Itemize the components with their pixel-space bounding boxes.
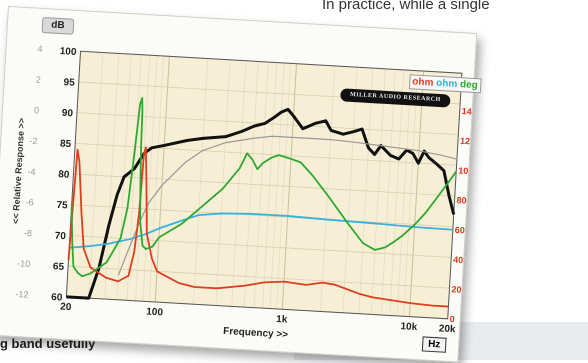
y-tick-label-relative: 0 <box>34 105 40 115</box>
x-unit-badge: Hz <box>421 336 447 353</box>
y-axis-label: << Relative Response >> <box>10 118 26 224</box>
y-tick-label: 80 <box>58 169 70 181</box>
right-tick-spkr: 140 <box>461 106 476 117</box>
grid-line-horizontal <box>68 265 450 289</box>
grid-line-horizontal <box>76 112 459 136</box>
y-tick-label: 90 <box>61 108 73 120</box>
y-tick-label-relative: -2 <box>29 136 38 146</box>
chart-card: 4 100 2 95 0 90 -2 85 -4 80 -6 75 -8 70 -10 65 -12 60 << R… <box>0 6 482 363</box>
right-tick-spkr: 0 <box>449 314 455 324</box>
y-tick-label: 100 <box>59 46 77 58</box>
y-tick-label-relative: -8 <box>24 228 33 238</box>
grid-line-horizontal <box>75 142 457 166</box>
series-line <box>70 97 457 278</box>
x-axis-label: Frequency >> <box>223 326 289 341</box>
y-tick-label: 60 <box>51 292 63 304</box>
grid-line-horizontal <box>69 235 452 258</box>
background-article-text: In practice, while a single <box>322 0 490 13</box>
x-tick-label: 100 <box>146 306 164 318</box>
right-tick-spkr: 120 <box>460 136 476 147</box>
right-tick-spkr: 100 <box>458 165 474 176</box>
y-tick-label-relative: -4 <box>27 166 36 176</box>
unit-ohm: ohm <box>411 76 434 89</box>
grid-line-horizontal <box>71 204 454 228</box>
y-tick-label-relative: -12 <box>15 289 29 300</box>
y-tick-label: 65 <box>53 261 65 273</box>
right-tick-amp: 1.0 <box>473 257 476 267</box>
frequency-response-chart: 4 100 2 95 0 90 -2 85 -4 80 -6 75 -8 70 -10 65 -12 60 << R… <box>10 44 477 341</box>
grid-line-horizontal <box>73 173 455 197</box>
x-tick-label: 20k <box>438 323 456 335</box>
unit-deg: deg <box>459 79 479 92</box>
y-tick-label-relative: -10 <box>17 258 31 269</box>
plot-frame <box>65 50 463 320</box>
right-tick-amp: 0.5 <box>471 286 476 296</box>
right-tick-spkr: 80 <box>456 195 467 206</box>
x-tick-label: 1k <box>276 314 288 326</box>
right-tick-spkr: 40 <box>453 255 464 266</box>
x-tick-label: 20 <box>60 302 72 314</box>
y-tick-label-relative: 2 <box>36 74 42 84</box>
y-unit-badge: dB <box>41 16 75 35</box>
y-tick-label: 95 <box>63 77 75 89</box>
y-tick-label-relative: 4 <box>37 44 43 54</box>
right-tick-spkr: 20 <box>451 284 462 295</box>
series-line <box>69 212 453 249</box>
unit-ohm-amp: ohm <box>435 77 458 90</box>
y-tick-label: 75 <box>56 200 68 212</box>
y-tick-label: 85 <box>60 138 72 150</box>
x-tick-label: 10k <box>400 321 418 333</box>
right-tick-spkr: 60 <box>455 225 466 236</box>
y-tick-label: 70 <box>54 231 66 243</box>
right-tick-amp: 1.5 <box>475 227 477 237</box>
y-tick-label-relative: -6 <box>25 197 34 207</box>
